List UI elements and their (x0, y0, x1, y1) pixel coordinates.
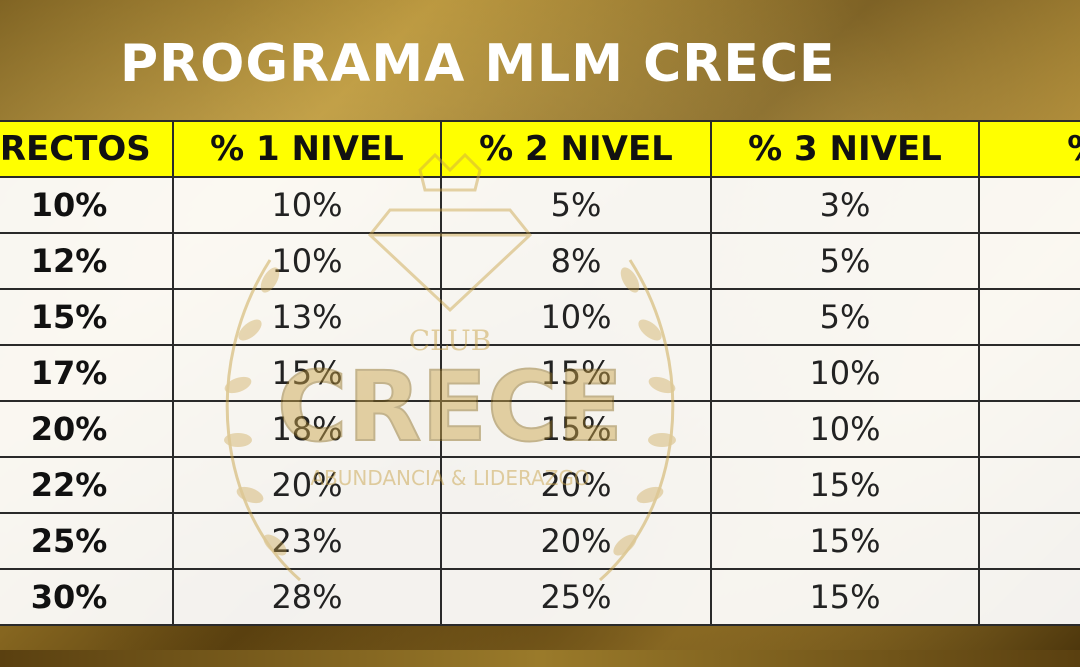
cell-nivel-2: 10% (440, 288, 712, 346)
cell-nivel-4: 1 (978, 568, 1080, 626)
cell-nivel-4 (978, 288, 1080, 346)
cell-nivel-1: 18% (172, 400, 442, 458)
header-nivel-2: % 2 NIVEL (440, 120, 712, 178)
cell-nivel-4: 1 (978, 456, 1080, 514)
table-row: 10% 10% 5% 3% (0, 176, 1080, 234)
table-row: 20% 18% 15% 10% (0, 400, 1080, 458)
cell-nivel-1: 15% (172, 344, 442, 402)
cell-nivel-1: 23% (172, 512, 442, 570)
cell-nivel-1: 28% (172, 568, 442, 626)
header-nivel-3: % 3 NIVEL (710, 120, 980, 178)
cell-nivel-3: 10% (710, 400, 980, 458)
cell-nivel-1: 20% (172, 456, 442, 514)
cell-directos: 10% (0, 176, 174, 234)
header-nivel-1: % 1 NIVEL (172, 120, 442, 178)
cell-nivel-3: 15% (710, 568, 980, 626)
cell-nivel-3: 15% (710, 512, 980, 570)
bottom-gold-band (0, 650, 1080, 667)
cell-directos: 25% (0, 512, 174, 570)
cell-nivel-4: 1 (978, 512, 1080, 570)
commission-table: IRECTOS % 1 NIVEL % 2 NIVEL % 3 NIVEL % … (0, 120, 1080, 626)
table-row: 12% 10% 8% 5% (0, 232, 1080, 290)
header-nivel-4: % 4 (978, 120, 1080, 178)
page-title: PROGRAMA MLM CRECE (120, 34, 836, 94)
cell-nivel-2: 15% (440, 344, 712, 402)
cell-nivel-1: 13% (172, 288, 442, 346)
table-header-row: IRECTOS % 1 NIVEL % 2 NIVEL % 3 NIVEL % … (0, 120, 1080, 178)
cell-nivel-3: 5% (710, 232, 980, 290)
cell-nivel-2: 8% (440, 232, 712, 290)
table-row: 25% 23% 20% 15% 1 (0, 512, 1080, 570)
table-row: 17% 15% 15% 10% (0, 344, 1080, 402)
cell-directos: 15% (0, 288, 174, 346)
table-row: 15% 13% 10% 5% (0, 288, 1080, 346)
cell-nivel-3: 5% (710, 288, 980, 346)
cell-nivel-2: 25% (440, 568, 712, 626)
cell-directos: 22% (0, 456, 174, 514)
table-row: 30% 28% 25% 15% 1 (0, 568, 1080, 626)
cell-nivel-4 (978, 400, 1080, 458)
cell-nivel-2: 20% (440, 512, 712, 570)
cell-directos: 20% (0, 400, 174, 458)
commission-table-container: IRECTOS % 1 NIVEL % 2 NIVEL % 3 NIVEL % … (0, 120, 1080, 650)
cell-directos: 30% (0, 568, 174, 626)
cell-nivel-2: 15% (440, 400, 712, 458)
cell-nivel-1: 10% (172, 232, 442, 290)
cell-nivel-1: 10% (172, 176, 442, 234)
cell-nivel-3: 10% (710, 344, 980, 402)
cell-nivel-2: 5% (440, 176, 712, 234)
header-directos: IRECTOS (0, 120, 174, 178)
cell-nivel-3: 15% (710, 456, 980, 514)
table-row: 22% 20% 20% 15% 1 (0, 456, 1080, 514)
cell-directos: 12% (0, 232, 174, 290)
cell-nivel-3: 3% (710, 176, 980, 234)
cell-directos: 17% (0, 344, 174, 402)
cell-nivel-4 (978, 232, 1080, 290)
cell-nivel-4 (978, 176, 1080, 234)
cell-nivel-2: 20% (440, 456, 712, 514)
cell-nivel-4 (978, 344, 1080, 402)
